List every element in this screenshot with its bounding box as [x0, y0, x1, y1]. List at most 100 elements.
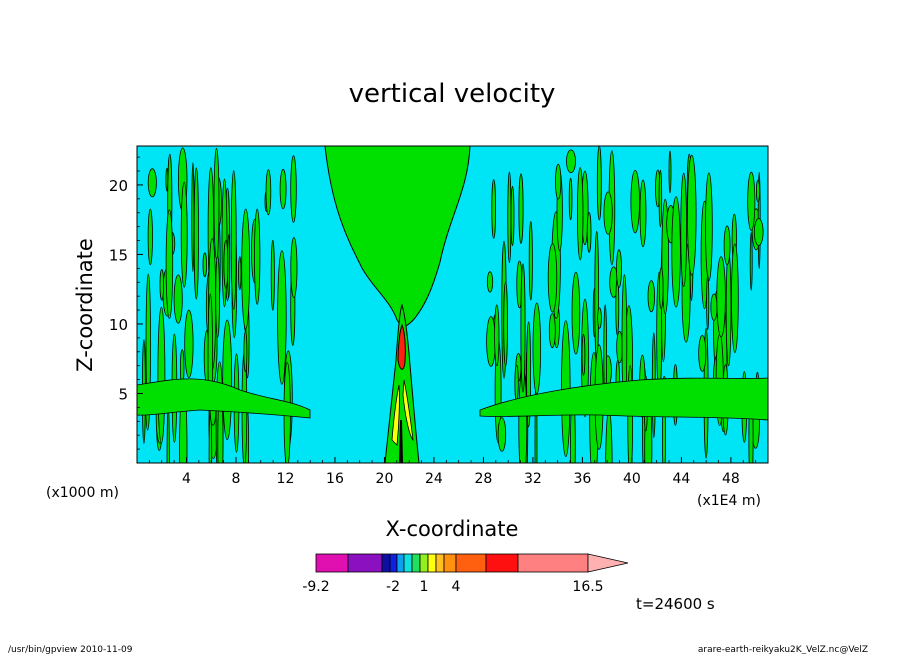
colorbar-segment	[347, 553, 383, 573]
contour-streak	[254, 208, 261, 305]
colorbar-segment	[315, 553, 349, 573]
contour-streak	[603, 191, 613, 235]
contour-streak	[680, 172, 687, 287]
contour-streak	[243, 331, 248, 373]
colorbar-segment	[389, 553, 398, 573]
colorbar-segment	[485, 553, 519, 573]
colorbar-segment	[403, 553, 413, 573]
contour-streak	[581, 333, 586, 376]
contour-streak	[668, 150, 672, 194]
x-tick-label: 44	[672, 471, 690, 487]
contour-streak	[213, 147, 220, 260]
low-level-band-left	[137, 378, 311, 419]
contour-streak	[270, 239, 275, 311]
contour-streak	[290, 237, 298, 299]
contour-streak	[605, 408, 613, 463]
x-tick-label: 16	[326, 471, 344, 487]
y-axis: 5 10 15 20	[109, 156, 143, 450]
contour-streak	[208, 412, 213, 463]
contour-streak	[749, 232, 753, 291]
y-tick-label: 5	[118, 385, 128, 403]
core-updraft	[397, 323, 406, 370]
contour-streak	[548, 313, 556, 349]
x-unit-right: (x1E4 m)	[697, 493, 761, 509]
contour-streak	[658, 169, 663, 228]
contour-streak	[202, 252, 207, 278]
contour-streak	[215, 255, 220, 338]
time-label: t=24600 s	[636, 595, 715, 613]
colorbar-label: 1	[420, 579, 429, 595]
contour-streak	[571, 271, 581, 355]
contour-streak	[710, 293, 718, 321]
x-axis: 4 8 12 16 20 24 28 32 36 40 44 48	[148, 457, 757, 487]
contour-streak	[191, 162, 195, 273]
contour-streak	[532, 302, 541, 395]
contour-streak	[616, 249, 622, 288]
contour-streak	[510, 185, 515, 247]
x-tick-label: 24	[425, 471, 443, 487]
core-flank-left	[391, 384, 400, 446]
contour-streak	[494, 304, 500, 367]
contour-streak	[184, 309, 194, 378]
contour-streak	[528, 221, 533, 301]
y-tick-label: 15	[109, 246, 128, 264]
colorbar-label: -9.2	[302, 579, 329, 595]
contour-streak	[705, 172, 713, 282]
colorbar-arrow	[587, 553, 629, 573]
colorbar-segment	[435, 553, 445, 573]
contour-streak	[238, 256, 242, 291]
colorbar-label: -2	[386, 579, 400, 595]
contour-streak	[658, 267, 664, 309]
x-axis-label: X-coordinate	[386, 517, 519, 541]
contour-streak	[166, 402, 170, 463]
contour-streak	[486, 316, 496, 367]
contour-streak	[230, 170, 237, 310]
contour-streak	[639, 179, 647, 248]
contour-streak	[223, 240, 229, 289]
colorbar-segment	[427, 553, 437, 573]
contour-streak	[277, 250, 287, 385]
colorbar: -9.2 -2 1 4 16.5	[302, 553, 629, 595]
contour-streak	[547, 243, 558, 313]
contour-streak	[520, 263, 526, 393]
x-tick-label: 4	[182, 471, 191, 487]
contour-streak	[507, 171, 512, 264]
contour-streak	[671, 196, 681, 308]
chart-title: vertical velocity	[349, 79, 556, 109]
contour-streak	[222, 319, 233, 440]
contour-streak	[147, 168, 157, 198]
colorbar-segment	[419, 553, 429, 573]
x-tick-label: 40	[623, 471, 641, 487]
contour-streak	[630, 170, 640, 234]
contour-streak	[555, 163, 562, 200]
contour-streak	[159, 268, 164, 301]
contour-streak	[723, 225, 731, 266]
contour-streak	[566, 149, 576, 174]
x-tick-label: 32	[524, 471, 542, 487]
contour-streak	[518, 173, 524, 244]
colorbar-segment	[455, 553, 487, 573]
contour-streak	[157, 306, 166, 444]
low-level-band-right	[479, 377, 768, 421]
x-tick-label: 28	[475, 471, 493, 487]
contour-streak	[747, 171, 756, 231]
contour-streak	[486, 271, 494, 293]
contour-streak	[503, 281, 508, 367]
footer-right: arare-earth-reikyaku2K_VelZ.nc@VelZ	[698, 645, 868, 654]
contour-streak	[597, 307, 602, 329]
footer-left: /usr/bin/gpview 2010-11-09	[8, 645, 133, 654]
contour-streak	[586, 211, 592, 253]
colorbar-segment	[396, 553, 405, 573]
x-unit-left: (x1000 m)	[46, 485, 119, 501]
core-dark-streak	[399, 420, 403, 463]
contour-streak	[731, 243, 739, 354]
contour-streak	[753, 218, 764, 246]
contour-streak	[698, 334, 707, 372]
contour-streak	[577, 167, 584, 261]
colorbar-segment	[517, 553, 589, 573]
core-flank-right	[402, 379, 414, 442]
contour-streak	[706, 274, 710, 331]
contour-streak	[147, 208, 153, 266]
colorbar-segment	[443, 553, 457, 573]
